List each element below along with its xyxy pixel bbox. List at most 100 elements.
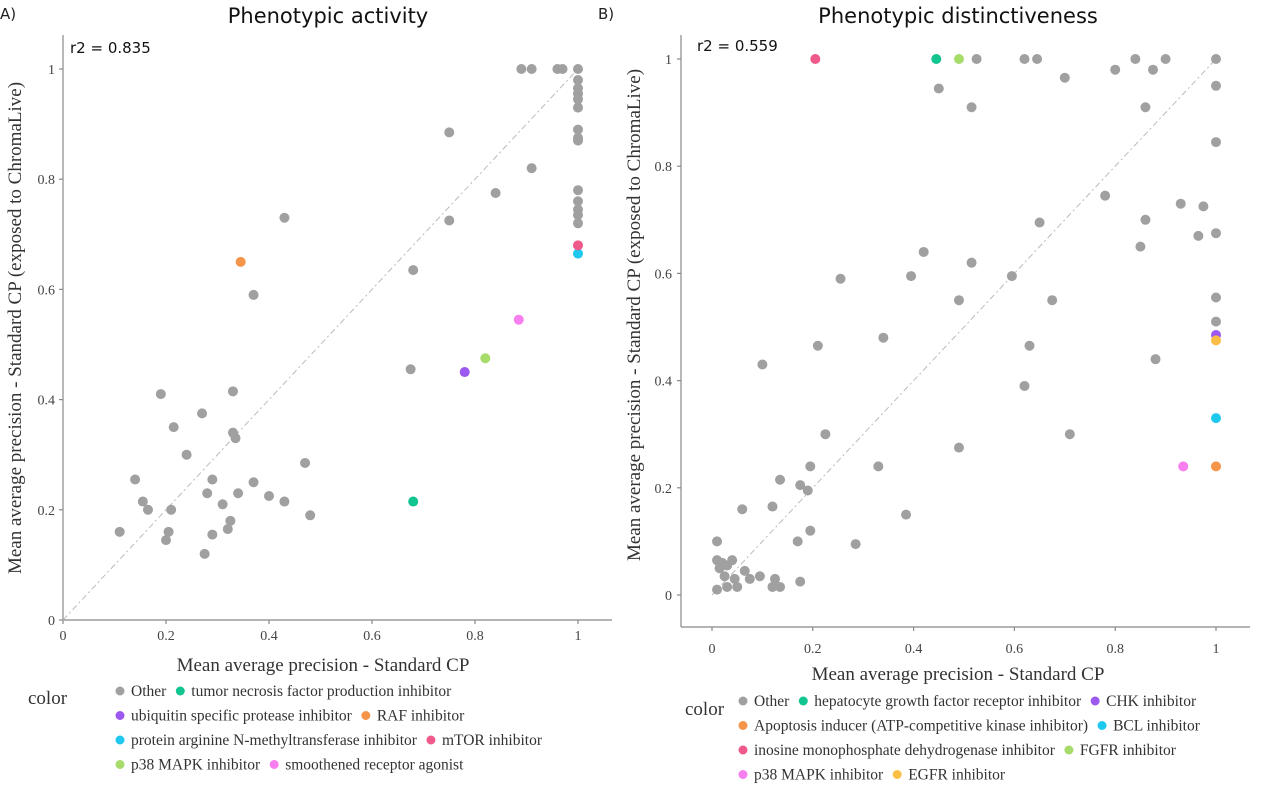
panel-a-point-other [155,389,166,400]
panel-b-point-other [1175,198,1186,209]
panel-b-legend-swatch-icon [738,745,748,755]
panel-a-point-other [230,433,241,444]
panel-b-legend: color Other hepatocyte growth factor rece… [685,693,1201,784]
panel-a-point-other [573,64,583,74]
panel-b-y-tick-label: 1 [665,53,672,68]
panel-b-point-other [812,340,823,351]
panel-b-point-other [1211,292,1221,303]
panel-a-legend-label: mTOR inhibitor [442,732,543,749]
panel-b-point-other [835,273,846,284]
panel-b-points [712,54,1221,595]
panel-a-point-protein-arginine-n-methyltransferase-inhibitor [573,248,583,259]
panel-a-point-tumor-necrosis-factor-production-inhibitor [408,496,419,507]
panel-b-reference-line [711,58,1217,596]
panel-b-legend-swatch-icon [738,721,748,730]
panel-b-point-other [1110,64,1121,75]
panel-b-y-tick-label: 0.6 [655,267,673,282]
panel-a-y-tick-label: 0.2 [38,504,56,519]
panel-a-point-other [279,496,290,507]
panel-b-point-other [1019,380,1030,391]
panel-b-point-other [802,485,813,496]
panel-b-point-other [850,539,861,550]
panel-b-y-tick-label: 0.8 [655,160,673,175]
panel-b-point-other [722,581,733,592]
panel-b-point-other [775,474,786,485]
panel-b-point-other [767,501,778,512]
panel-b-point-other [737,504,748,515]
panel-b-point-other [1211,316,1221,327]
panel-b-legend-label: inosine monophosphate dehydrogenase inhi… [754,742,1056,759]
panel-b-point-other [966,102,977,113]
panel-a-point-other [163,526,174,537]
panel-a-point-other [222,524,233,535]
panel-a-y-tick-label: 1 [48,63,55,78]
panel-a-point-other [573,102,583,113]
panel-b-point-other [971,54,982,64]
panel-b-legend-label: CHK inhibitor [1106,693,1197,710]
panel-a-y-axis-label: Mean average precision - Standard CP (ex… [5,82,26,574]
panel-b-point-other [953,442,964,453]
panel-a-legend-label: RAF inhibitor [377,708,465,725]
panel-b-y-axis-label: Mean average precision - Standard CP (ex… [624,69,645,561]
panel-a-reference-line [62,68,579,621]
panel-b-point-other [714,563,725,574]
panel-b-title: Phenotypic distinctiveness [818,4,1098,28]
panel-a-point-other [490,187,501,198]
panel-a-r2-annotation: r2 = 0.835 [70,39,151,57]
panel-b-x-tick-label: 0.2 [804,642,822,657]
panel-a-point-other [207,529,218,540]
panel-a-x-tick-label: 0.6 [363,629,381,644]
panel-a-point-other [225,515,236,526]
panel-b-point-other [1211,80,1221,91]
panel-b-point-other [795,576,806,587]
panel-b-point-other [1193,230,1204,241]
panel-a-point-other [199,548,210,559]
panel-b-legend-item: Other [738,693,790,710]
panel-b-legend-label: hepatocyte growth factor receptor inhibi… [814,693,1082,710]
panel-b-y-tick-label: 0.4 [655,375,673,390]
panel-b-point-other [1211,137,1221,148]
panel-a-legend-item: p38 MAPK inhibitor [115,757,261,774]
panel-b-legend-swatch-icon [1097,721,1107,730]
panel-b-point-egfr-inhibitor [1211,335,1221,346]
panel-a-legend-swatch-icon [115,760,125,769]
panel-b-label: B) [598,5,614,23]
panel-a-point-raf-inhibitor [235,256,246,267]
panel-a-legend-label: protein arginine N-methyltransferase inh… [131,732,418,749]
panel-a-point-other [264,491,274,502]
panel-b-legend-label: BCL inhibitor [1113,718,1201,735]
panel-a-y-tick-label: 0.4 [38,394,56,409]
panel-b-point-other [805,525,816,536]
panel-b-x-tick-label: 1 [1213,642,1220,657]
panel-b-point-other [953,295,964,306]
panel-a-legend-label: tumor necrosis factor production inhibit… [191,683,452,700]
panel-b-point-other [1047,295,1058,306]
panel-b-point-other [775,581,786,592]
panel-b-point-other [1160,54,1171,64]
panel-b-point-other [1034,217,1045,228]
panel-b-x-tick-label: 0 [709,642,716,657]
panel-b-point-other [754,571,765,582]
panel-b-legend-label: Other [754,693,790,710]
panel-a-y-tick-label: 0.6 [38,283,56,298]
panel-b-legend-item: p38 MAPK inhibitor [738,767,884,784]
panel-b: B) Phenotypic distinctiveness r2 = 0.559… [598,4,1250,784]
panel-a-legend-item: tumor necrosis factor production inhibit… [175,683,452,700]
panel-a-y-tick-label: 0.8 [38,173,56,188]
panel-b-y-tick-label: 0.2 [655,482,673,497]
panel-a-point-other [142,504,153,515]
panel-b-legend-label: FGFR inhibitor [1080,742,1177,759]
panel-a-point-other [197,408,208,419]
panel-b-point-other [1024,340,1035,351]
panel-a-point-ubiquitin-specific-protease-inhibitor [459,367,470,378]
panel-b-point-other [1135,241,1146,252]
panel-a-point-other [227,386,238,397]
panel-b-point-other [1140,214,1151,225]
panel-a-point-other [516,64,527,74]
panel-b-legend-item: CHK inhibitor [1090,693,1197,710]
panel-a-legend-label: p38 MAPK inhibitor [131,757,261,774]
panel-a-point-other [573,196,583,207]
panel-a-point-other [573,124,583,135]
panel-a-legend-swatch-icon [115,711,125,720]
panel-b-point-p38-mapk-inhibitor [1178,461,1189,472]
